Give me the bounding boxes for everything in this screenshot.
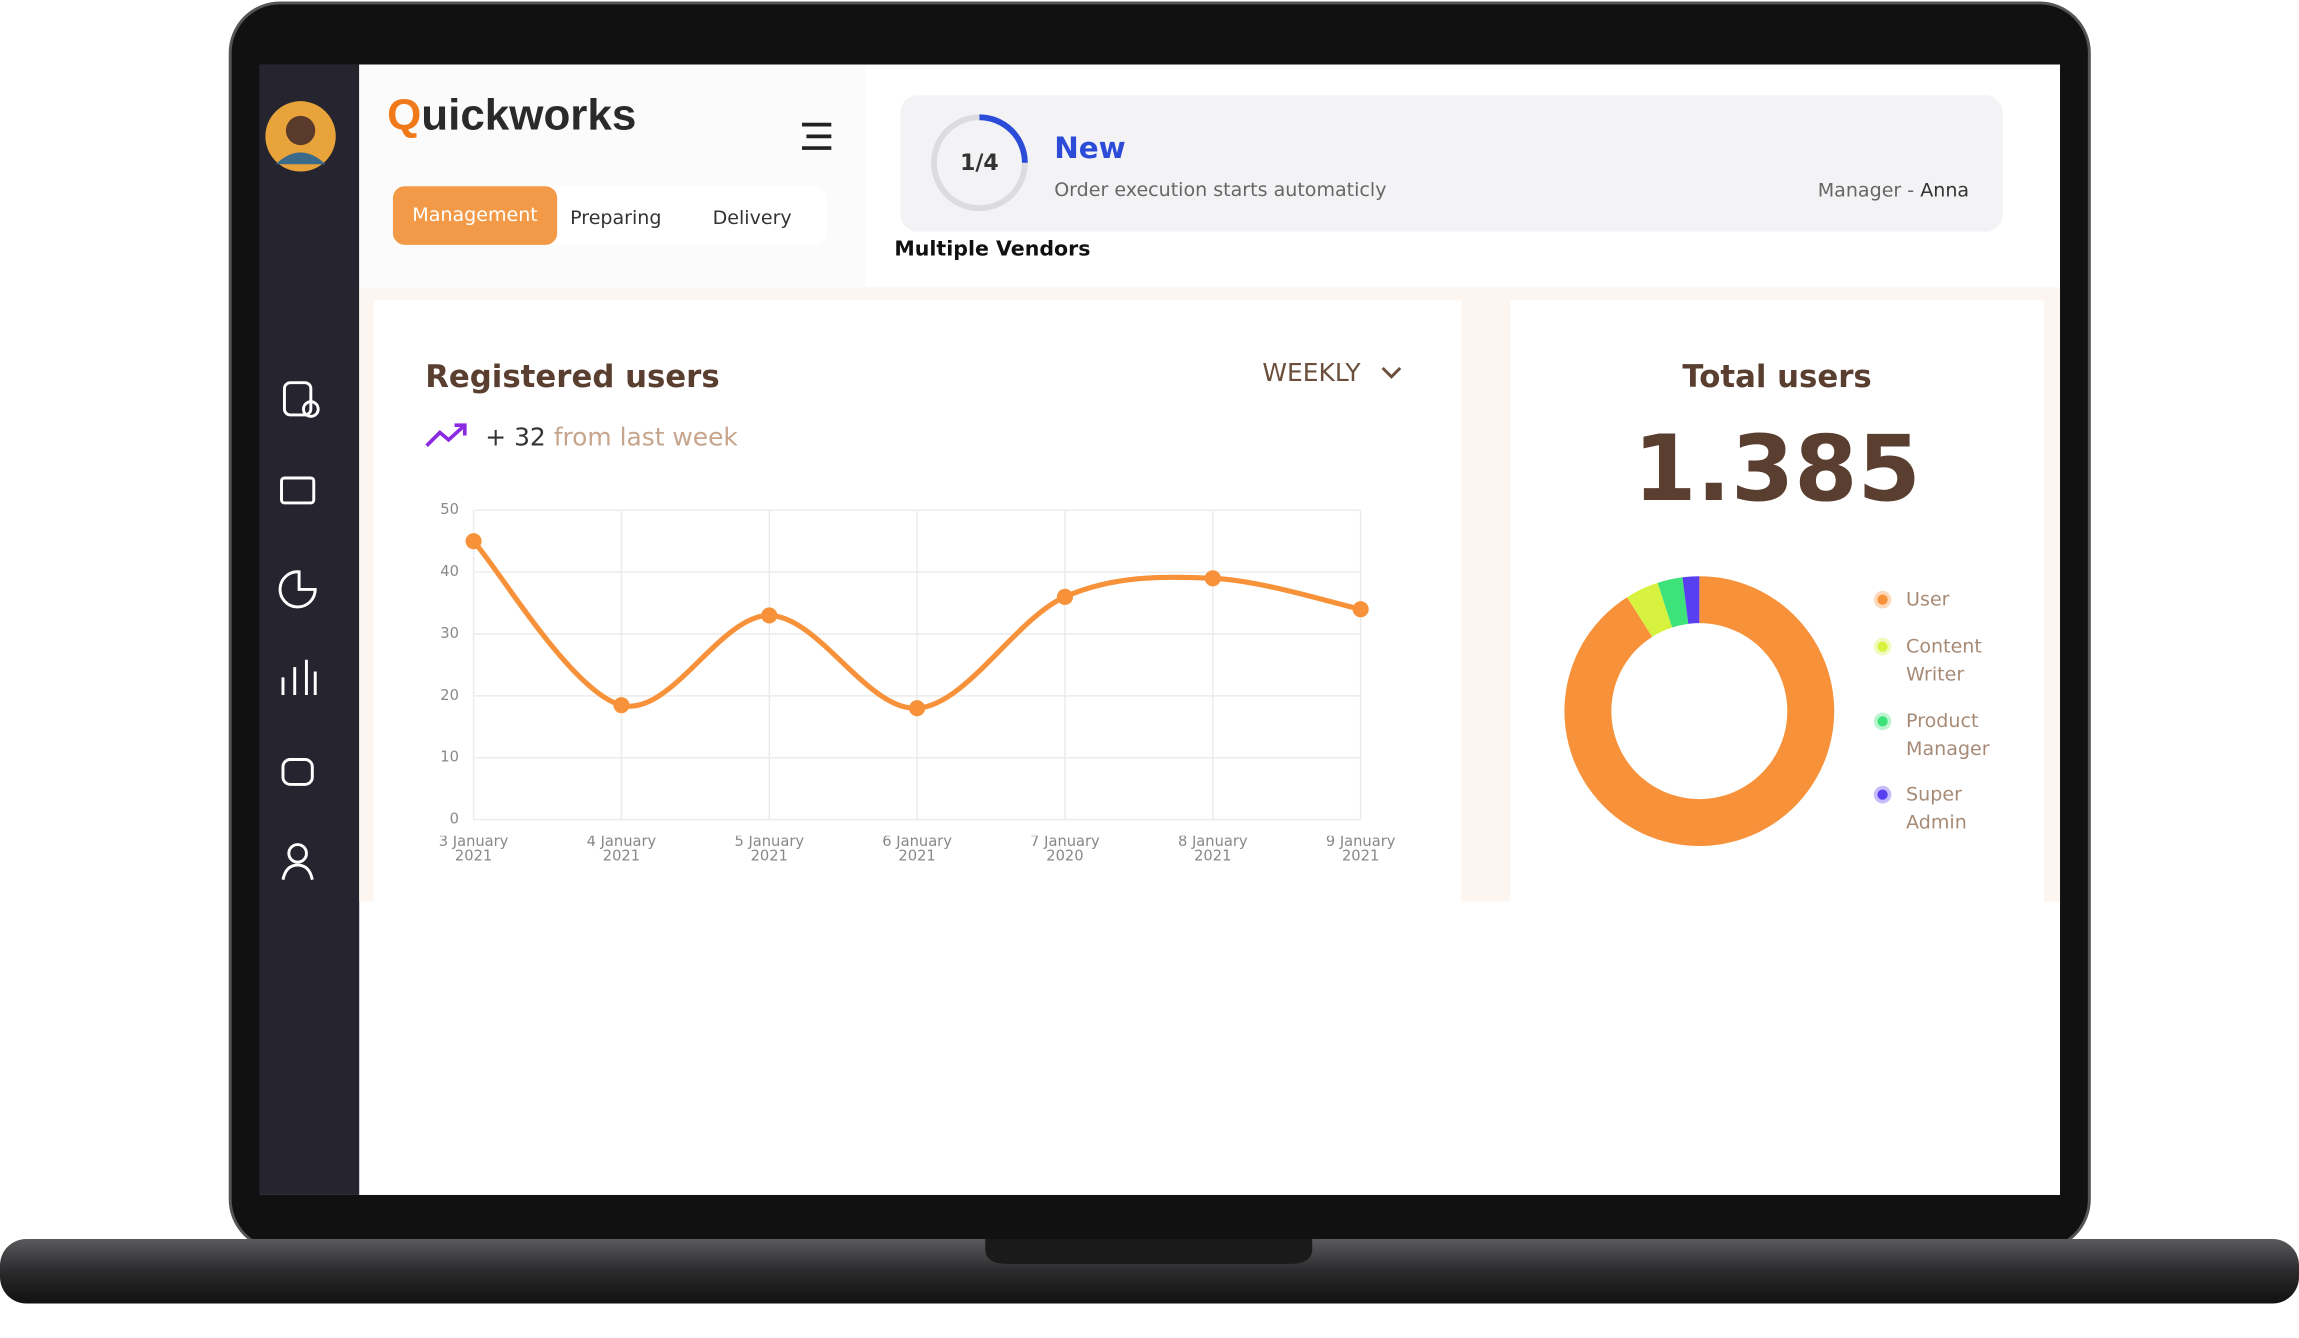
tab[interactable]: Management [412, 204, 538, 226]
donut-slice [1564, 576, 1835, 846]
donut-slice [1627, 582, 1673, 637]
avatar-body [275, 152, 326, 165]
point [1204, 570, 1221, 587]
x-tick-label: 6 January 2021 [882, 835, 952, 866]
point [909, 700, 926, 717]
y-tick-label: 40 [440, 563, 459, 580]
icon-cards[interactable] [281, 758, 314, 786]
x-tick-label-box: 7 January 2020 [1030, 835, 1100, 866]
icon-user[interactable] [287, 843, 308, 864]
trend-icon [425, 423, 467, 448]
legend-dot [1877, 594, 1888, 605]
x-tick-label: 4 January 2021 [586, 835, 657, 866]
x-tick-label: 3 January 2021 [438, 835, 509, 866]
point [761, 607, 778, 624]
icon-shop[interactable] [280, 476, 316, 505]
legend-label-box: User [1906, 589, 1950, 612]
order-step: 1/4 [960, 151, 999, 176]
y-tick-label: 50 [440, 501, 459, 518]
donut-slice [1657, 577, 1689, 628]
x-tick-label-box: 8 January 2021 [1177, 835, 1248, 866]
header-panel [359, 64, 866, 288]
legend-dot [1877, 641, 1888, 652]
x-tick-label-box: 5 January 2021 [734, 835, 805, 866]
avatar-face [285, 115, 316, 146]
pie-title: Total users [1682, 359, 1871, 395]
laptop-notch [985, 1238, 1313, 1264]
x-tick-label-box: 9 January 2021 [1325, 835, 1396, 866]
legend-dot [1877, 789, 1888, 800]
point [613, 697, 630, 714]
legend-dot [1877, 716, 1888, 727]
x-tick-label: 9 January 2021 [1325, 835, 1396, 866]
dropdown-arrow[interactable] [1381, 366, 1402, 379]
y-tick-label: 20 [440, 687, 459, 704]
point [1352, 601, 1369, 618]
legend-label-box: Product Manager [1906, 711, 1990, 761]
y-tick-label: 0 [450, 811, 459, 828]
order-card [900, 95, 2003, 232]
progress-arc [979, 114, 1028, 163]
y-tick-label: 10 [440, 749, 459, 766]
icon-orders[interactable] [282, 381, 313, 417]
x-tick-label-box: 4 January 2021 [586, 835, 657, 866]
legend-label: Super Admin [1906, 784, 1967, 835]
x-tick-label-box: 6 January 2021 [882, 835, 952, 866]
manager-label: Manager - [1818, 179, 1914, 201]
point [465, 533, 482, 550]
line-title: Registered users [425, 359, 720, 395]
x-tick-label: 5 January 2021 [734, 835, 805, 866]
order-description: Order execution starts automaticly [1054, 179, 1386, 201]
legend-label: Product Manager [1906, 711, 1990, 761]
legend-label: User [1906, 589, 1950, 612]
manager: Manager - Anna [1818, 179, 1969, 201]
tab-active-bg [392, 186, 558, 245]
sidebar-icons [278, 381, 320, 881]
total: 1.385 [1633, 417, 1920, 522]
change: + 32 from last week [485, 422, 738, 451]
laptop-base [0, 1238, 2299, 1304]
caption: Multiple Vendors [894, 236, 1090, 260]
tab[interactable]: Preparing [570, 207, 661, 229]
order-status: New [1054, 131, 1126, 165]
menu-icon[interactable] [802, 122, 832, 150]
legend-label: Content Writer [1906, 636, 1982, 687]
sidebar [259, 64, 360, 1195]
icon-stats[interactable] [281, 659, 317, 695]
point [1056, 588, 1074, 605]
legend-label-box: Content Writer [1906, 636, 1982, 687]
logo-rest: uickworks [421, 90, 636, 139]
y-tick-label: 30 [440, 625, 459, 642]
icon-pie[interactable] [278, 570, 317, 609]
x-tick-label: 8 January 2021 [1177, 835, 1248, 866]
x-tick-label-box: 3 January 2021 [438, 835, 509, 866]
icon-user-body [281, 863, 314, 881]
logo-q: Q [387, 90, 421, 139]
legend-label-box: Super Admin [1906, 784, 1967, 835]
donut-slice [1682, 576, 1700, 624]
logo: Quickworks [387, 90, 636, 139]
manager-name: Anna [1920, 179, 1969, 201]
change-value: + 32 [485, 422, 545, 451]
period-select[interactable]: WEEKLY [1262, 358, 1361, 387]
icon-orders-clock [302, 400, 320, 418]
change-note: from last week [554, 422, 739, 451]
x-tick-label: 7 January 2020 [1030, 835, 1100, 866]
tab[interactable]: Delivery [713, 207, 792, 229]
